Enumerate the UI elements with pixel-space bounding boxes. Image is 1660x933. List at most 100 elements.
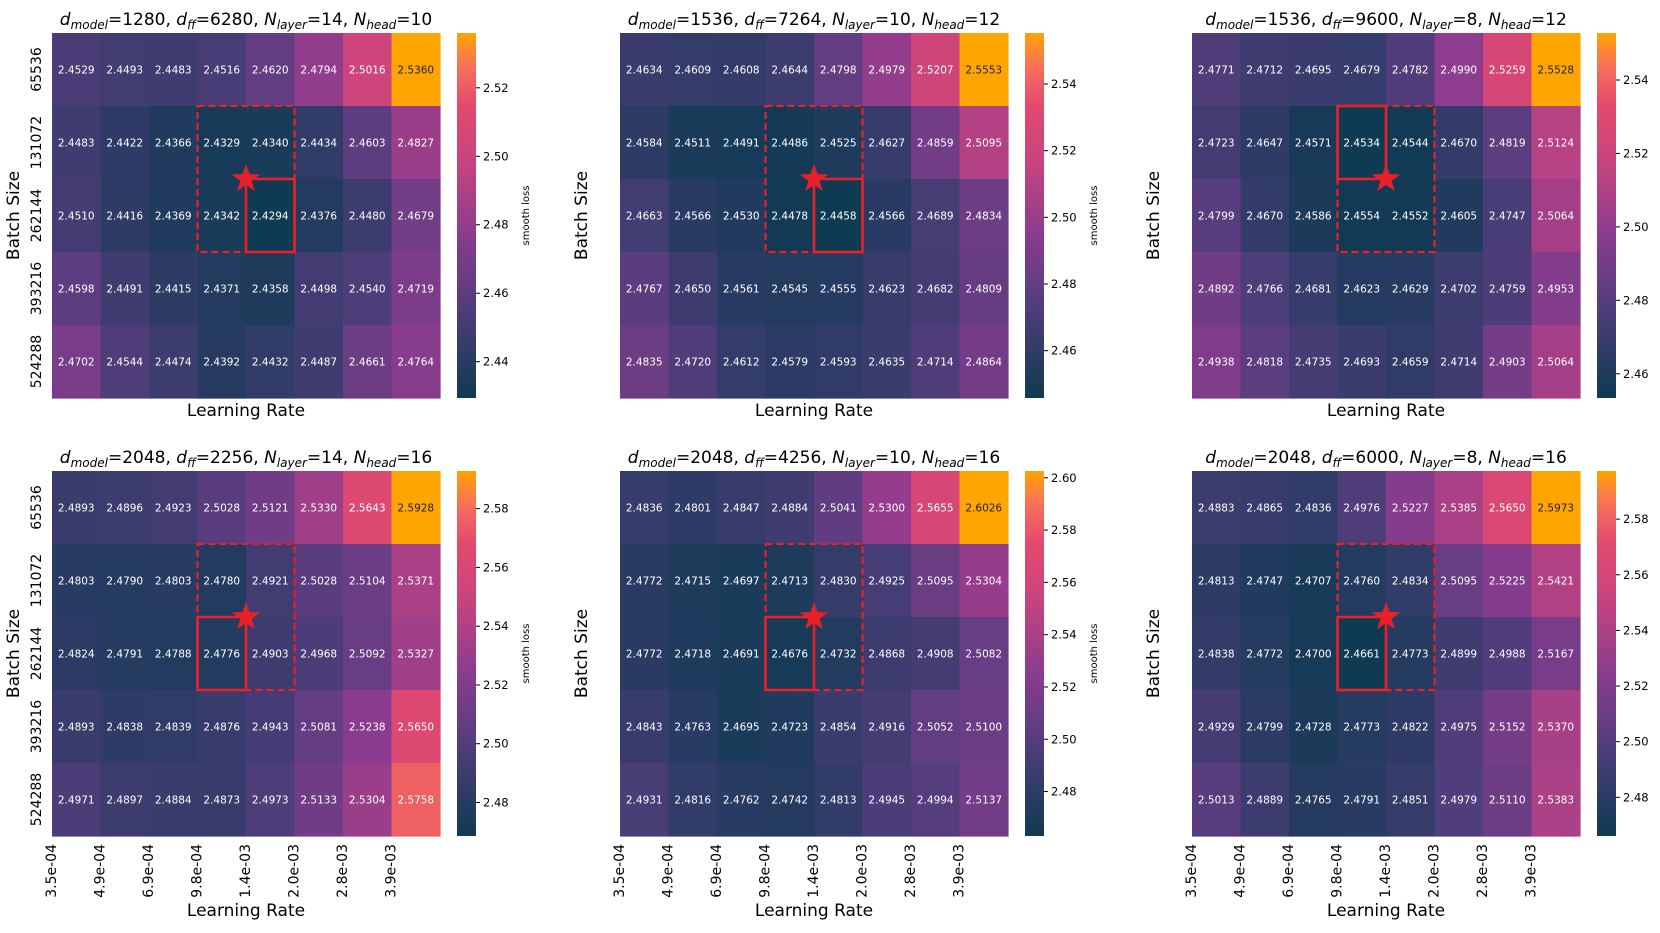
heatmap-cell [1531, 325, 1581, 399]
heatmap-cell [197, 544, 247, 618]
heatmap-cell [1434, 617, 1484, 691]
cell-value-label: 2.4679 [1343, 65, 1380, 77]
cell-value-label: 2.4979 [868, 65, 905, 77]
heatmap-cell [343, 763, 393, 837]
cell-value-label: 2.4434 [300, 138, 337, 150]
heatmap-cell [197, 471, 247, 545]
heatmap-cell [1289, 763, 1339, 837]
title-var: N [832, 10, 845, 30]
cell-value-label: 2.4884 [771, 503, 808, 515]
heatmap-cell [343, 33, 393, 107]
y-tick-label: 131072 [29, 116, 45, 169]
cell-value-label: 2.4525 [820, 138, 857, 150]
heatmap-cell [620, 544, 670, 618]
heatmap-cell [1289, 617, 1339, 691]
heatmap-cell [1289, 471, 1339, 545]
heatmap-cell [1483, 179, 1533, 253]
cell-value-label: 2.4712 [1246, 65, 1283, 77]
heatmap-cell [52, 325, 102, 399]
cell-value-label: 2.4540 [349, 284, 386, 296]
x-tick-label: 2.8e-03 [335, 844, 351, 898]
cell-value-label: 2.4340 [252, 138, 289, 150]
cell-value-label: 2.4627 [868, 138, 905, 150]
heatmap-cell [1434, 252, 1484, 326]
heatmap-cell [1192, 617, 1242, 691]
heatmap-cell [149, 325, 199, 399]
cell-value-label: 2.4422 [106, 138, 143, 150]
heatmap-cell [1192, 471, 1242, 545]
title-value: =6000, [1341, 448, 1409, 468]
heatmap-cell [1192, 179, 1242, 253]
heatmap-cell [1386, 471, 1436, 545]
title-subscript: head [1501, 456, 1531, 470]
colorbar [457, 33, 476, 398]
cell-value-label: 2.4896 [106, 503, 143, 515]
heatmap-cell [52, 471, 102, 545]
heatmap-cell [52, 33, 102, 107]
x-axis-label: Learning Rate [187, 901, 305, 921]
cell-value-label: 2.5330 [300, 503, 337, 515]
heatmap-cell [1531, 33, 1581, 107]
heatmap-cell [246, 690, 296, 764]
panel-title: dmodel=1536, dff=9600, Nlayer=8, Nhead=1… [1205, 10, 1567, 32]
title-var: d [1205, 10, 1216, 30]
colorbar-tick-label: 2.58 [1623, 512, 1649, 526]
cell-value-label: 2.4854 [820, 722, 857, 734]
y-tick-label: 65536 [29, 485, 45, 530]
heatmap-cell [391, 106, 441, 180]
cell-value-label: 2.4813 [1198, 576, 1235, 588]
heatmap-cell [765, 471, 815, 545]
heatmap-cell [765, 106, 815, 180]
colorbar-tick-label: 2.60 [1051, 471, 1077, 485]
cell-value-label: 2.4747 [1489, 211, 1526, 223]
heatmap-cell [862, 325, 912, 399]
cell-value-label: 2.4634 [626, 65, 663, 77]
cell-value-label: 2.4903 [1489, 357, 1526, 369]
cell-value-label: 2.4620 [252, 65, 289, 77]
heatmap-cell [149, 252, 199, 326]
heatmap-cell [1483, 33, 1533, 107]
cell-value-label: 2.5167 [1537, 649, 1574, 661]
best-cell-box [1336, 104, 1388, 181]
heatmap-cell [52, 690, 102, 764]
cell-value-label: 2.4759 [1489, 284, 1526, 296]
cell-value-label: 2.4530 [723, 211, 760, 223]
colorbar-tick-label: 2.56 [1623, 568, 1649, 582]
cell-value-label: 2.4661 [1343, 649, 1380, 661]
cell-value-label: 2.4491 [106, 284, 143, 296]
title-var: d [1322, 448, 1333, 468]
title-value: =2048, [1253, 448, 1321, 468]
x-tick-label: 4.9e-04 [93, 844, 109, 898]
cell-value-label: 2.4809 [965, 284, 1002, 296]
y-tick-label: 393216 [29, 262, 45, 316]
heatmap-cell [149, 179, 199, 253]
heatmap-cell [668, 617, 718, 691]
colorbar-tick-label: 2.52 [1051, 144, 1077, 158]
title-value: =9600, [1341, 10, 1409, 30]
title-subscript: model [71, 456, 109, 470]
heatmap-cell [149, 106, 199, 180]
cell-value-label: 2.4788 [155, 649, 192, 661]
heatmap-cell [1531, 617, 1581, 691]
heatmap-cell [343, 690, 393, 764]
title-var: d [60, 10, 71, 30]
x-tick-label: 6.9e-04 [141, 844, 157, 898]
colorbar-label: smooth loss [1089, 624, 1100, 684]
cell-value-label: 2.5104 [349, 576, 386, 588]
heatmap-cell [1386, 179, 1436, 253]
cell-value-label: 2.4612 [723, 357, 760, 369]
cell-value-label: 2.4593 [820, 357, 857, 369]
heatmap-cell [814, 33, 864, 107]
cell-value-label: 2.4889 [1246, 795, 1283, 807]
cell-value-label: 2.4903 [252, 649, 289, 661]
y-tick-label: 262144 [29, 627, 45, 681]
heatmap-cell [959, 106, 1009, 180]
heatmap-cell [668, 33, 718, 107]
cell-value-label: 2.4693 [1343, 357, 1380, 369]
heatmap-cell [1240, 106, 1290, 180]
heatmap-cell [1192, 763, 1242, 837]
colorbar-tick-label: 2.48 [483, 795, 509, 809]
cell-value-label: 2.4979 [1440, 795, 1477, 807]
cell-value-label: 2.5013 [1198, 795, 1235, 807]
heatmap-cell [814, 252, 864, 326]
